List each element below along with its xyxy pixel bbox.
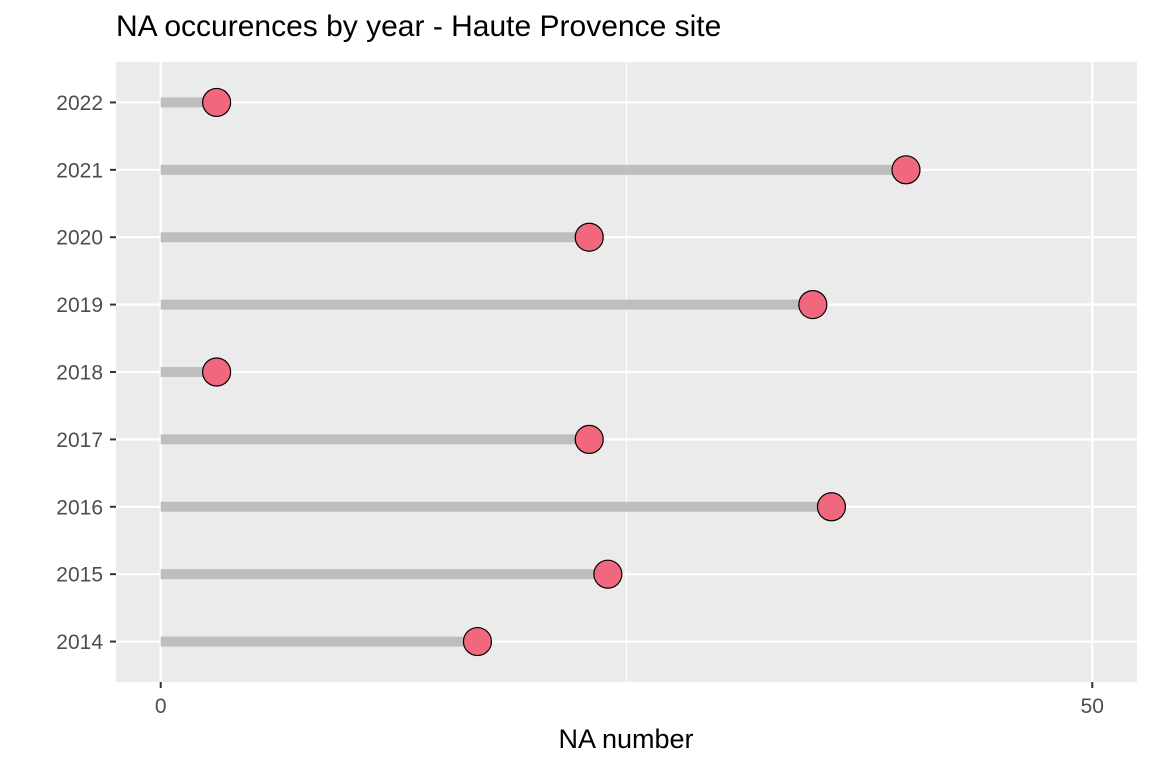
- y-tick-label: 2018: [56, 362, 103, 385]
- lollipop-point: [462, 626, 493, 657]
- chart-title: NA occurences by year - Haute Provence s…: [116, 10, 722, 43]
- x-axis: 0 50: [155, 682, 1104, 718]
- lollipop-points: [202, 87, 921, 657]
- lollipop-point: [891, 155, 921, 185]
- lollipop-point: [798, 290, 828, 320]
- y-tick-label: 2014: [56, 631, 103, 654]
- y-tick-label: 2019: [56, 294, 103, 317]
- x-tick-label: 0: [155, 695, 167, 718]
- y-tick-label: 2020: [56, 227, 103, 250]
- y-tick-label: 2022: [56, 92, 103, 115]
- lollipop-point: [574, 222, 604, 252]
- y-tick-label: 2016: [56, 496, 103, 519]
- y-tick-label: 2021: [56, 159, 103, 182]
- lollipop-point: [202, 87, 232, 118]
- x-axis-title: NA number: [558, 724, 693, 754]
- lollipop-point: [202, 357, 232, 387]
- y-tick-label: 2017: [56, 429, 103, 452]
- lollipop-point: [574, 424, 604, 454]
- x-tick-label: 50: [1081, 695, 1104, 718]
- lollipop-point: [593, 559, 623, 589]
- y-tick-label: 2015: [56, 564, 103, 587]
- y-axis: 2014 2015 2016 2017 2018 2019 2020 2021 2022: [56, 92, 116, 654]
- lollipop-point: [816, 492, 847, 522]
